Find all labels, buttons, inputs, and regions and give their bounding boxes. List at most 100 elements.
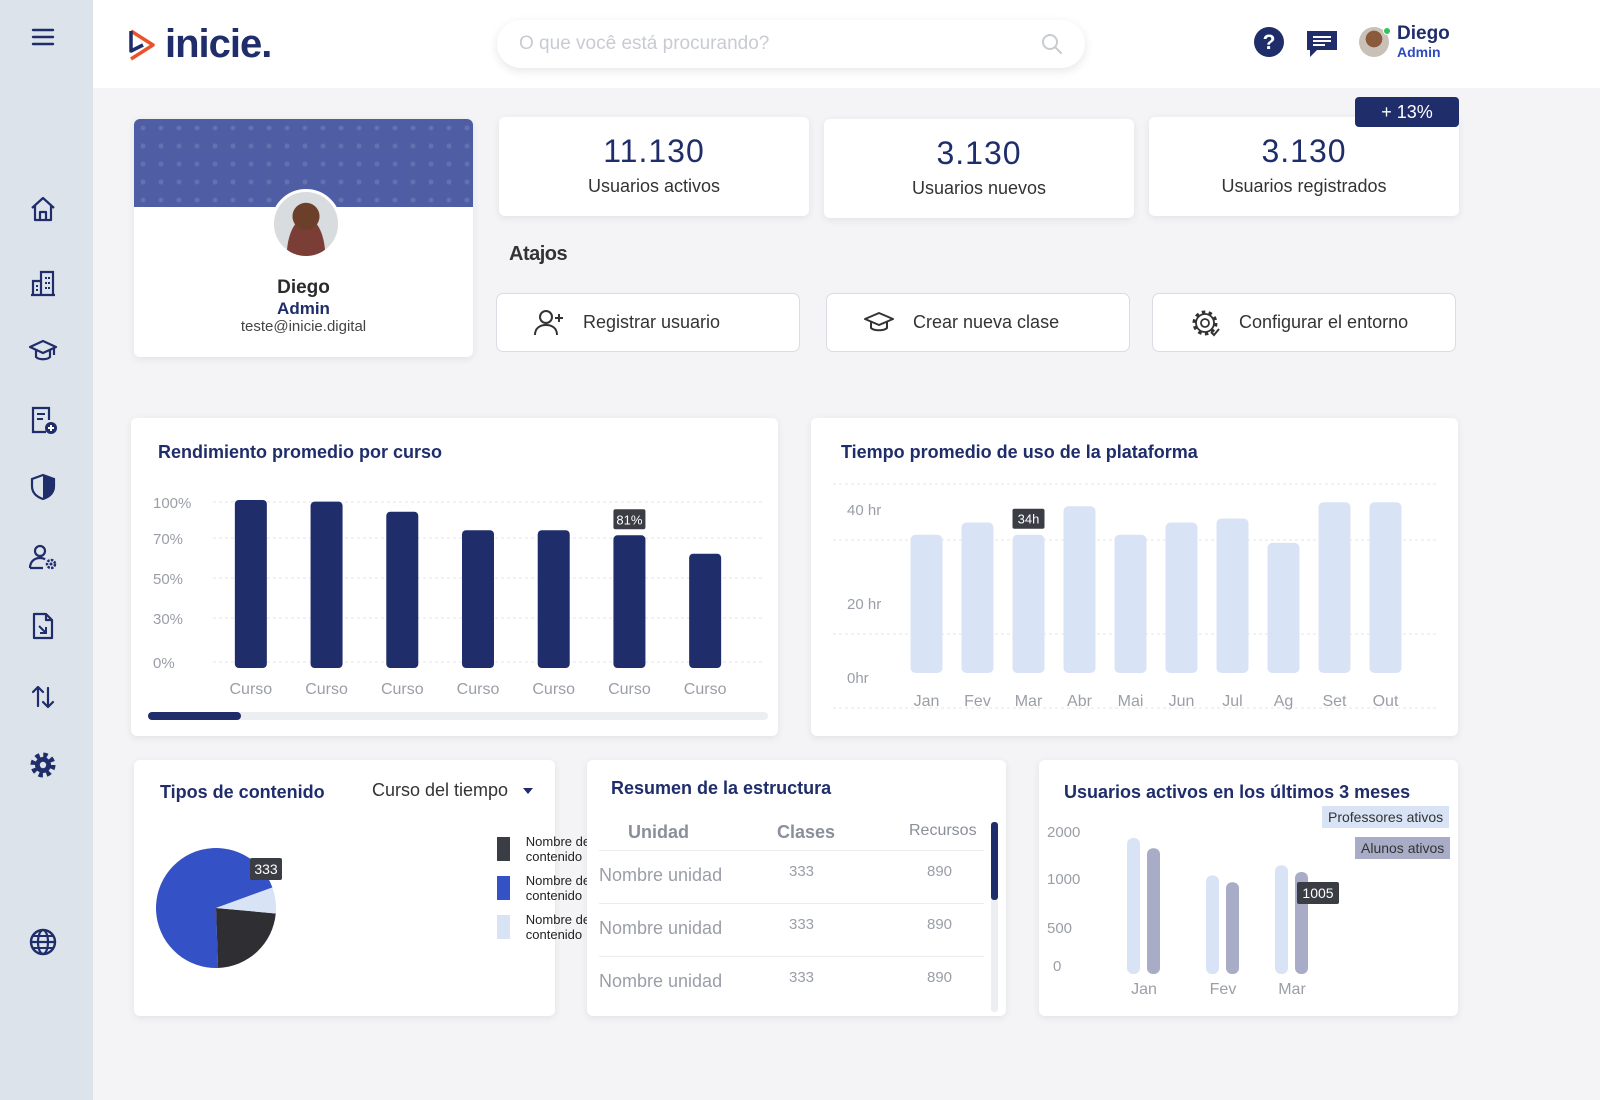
structure-summary-card: Resumen de la estructura Unidad Clases R… xyxy=(587,760,1006,1016)
table-row[interactable]: Nombre unidad 333 890 xyxy=(599,956,984,1009)
scrollbar-thumb xyxy=(148,712,241,720)
cell-classes: 333 xyxy=(789,863,815,880)
legend-item: Nombre del contenido xyxy=(497,873,593,903)
data-label-bg xyxy=(250,858,282,880)
scrollbar-track xyxy=(148,712,768,720)
create-class-button[interactable]: Crear nueva clase xyxy=(826,293,1130,352)
stat-value: 11.130 xyxy=(603,133,705,169)
content-types-card: Tipos de contenido Curso del tiempo 333 … xyxy=(134,760,593,1016)
bar-chart-svg: 100% 70% 50% 30% 0% Curso Curso Curso Curso Curso… xyxy=(148,495,768,720)
x-tick-label: Curso xyxy=(457,681,500,698)
caret-down-icon xyxy=(523,787,534,794)
cell-classes: 333 xyxy=(789,916,815,933)
column-header-classes: Clases xyxy=(777,822,836,842)
profile-role: Admin xyxy=(277,299,330,318)
graduation-cap-icon[interactable] xyxy=(26,334,60,368)
help-icon[interactable]: ? xyxy=(1253,26,1285,58)
legend-item: Nombre del contenido xyxy=(497,912,593,942)
logo-text: inicie. xyxy=(165,22,272,66)
bar xyxy=(689,553,722,668)
y-tick-label: 0hr xyxy=(847,670,869,687)
chart-title: Tiempo promedio de uso de la plataforma xyxy=(841,442,1198,462)
search-input[interactable] xyxy=(497,20,1085,68)
x-tick-label: Curso xyxy=(684,681,727,698)
settings-icon xyxy=(1192,310,1220,336)
y-tick-label: 0 xyxy=(1053,958,1061,975)
cell-resources: 890 xyxy=(927,969,953,986)
chat-icon[interactable] xyxy=(1305,28,1339,60)
shield-icon[interactable] xyxy=(26,470,60,504)
bar xyxy=(310,501,343,668)
logo[interactable]: inicie. xyxy=(127,22,272,67)
shortcuts-title: Atajos xyxy=(509,243,568,265)
y-tick-label: 40 hr xyxy=(847,502,881,519)
dropdown-value: Curso del tiempo xyxy=(372,780,509,800)
legend-item: Nombre del contenido xyxy=(497,834,593,864)
y-tick-label: 50% xyxy=(153,571,183,588)
transfer-arrows-icon[interactable] xyxy=(26,680,60,714)
building-icon[interactable] xyxy=(26,266,60,300)
x-tick-label: Jan xyxy=(1131,981,1157,998)
x-tick-label: Fev xyxy=(1210,981,1237,998)
bar xyxy=(1226,882,1239,974)
table-row[interactable]: Nombre unidad 333 890 xyxy=(599,903,984,956)
course-performance-chart: Rendimiento promedio por curso 100% 70% 50… xyxy=(131,418,778,736)
cell-resources: 890 xyxy=(927,916,953,933)
data-label-bg xyxy=(1012,508,1045,529)
data-label-bg xyxy=(1297,882,1339,904)
x-tick-label: Curso xyxy=(608,681,651,698)
x-tick-label: Out xyxy=(1373,693,1399,710)
bar xyxy=(1216,518,1249,673)
profile-email: teste@inicie.digital xyxy=(240,318,367,335)
y-tick-label: 500 xyxy=(1047,920,1072,937)
bar xyxy=(1206,875,1219,974)
data-label: 333 xyxy=(254,861,278,877)
time-dropdown[interactable]: Curso del tiempo xyxy=(372,780,534,801)
legend-swatch xyxy=(497,837,510,861)
search-icon[interactable] xyxy=(1041,33,1063,55)
svg-text:?: ? xyxy=(1263,31,1276,54)
cell-unit: Nombre unidad xyxy=(599,971,723,991)
legend-professores: Professores ativos xyxy=(1322,806,1450,828)
data-label: 34h xyxy=(1018,512,1040,527)
top-bar: inicie. ? Diego Admin xyxy=(93,0,1600,88)
x-tick-label: Curso xyxy=(381,681,424,698)
bar xyxy=(1165,522,1198,673)
bar xyxy=(462,530,494,668)
scrollbar-thumb[interactable] xyxy=(991,822,998,900)
x-tick-label: Mai xyxy=(1118,693,1144,710)
x-tick-label: Abr xyxy=(1067,693,1093,710)
user-settings-icon[interactable] xyxy=(26,540,60,574)
legend-swatch xyxy=(497,876,510,900)
online-status-icon xyxy=(1383,27,1391,35)
register-user-button[interactable]: Registrar usuario xyxy=(496,293,800,352)
bar xyxy=(386,511,419,668)
x-tick-label: Ag xyxy=(1274,693,1294,710)
home-icon[interactable] xyxy=(26,192,60,226)
bar xyxy=(1012,534,1045,673)
growth-badge: + 13% xyxy=(1355,97,1459,127)
menu-icon[interactable] xyxy=(26,20,60,54)
avatar xyxy=(1359,27,1391,57)
scrollbar-track[interactable] xyxy=(991,822,998,1012)
table-row[interactable]: Nombre unidad 333 890 xyxy=(599,850,984,903)
search-bar xyxy=(497,20,1085,68)
active-users-chart: Usuarios activos en los últimos 3 meses … xyxy=(1039,760,1458,1016)
configure-environment-button[interactable]: Configurar el entorno xyxy=(1152,293,1456,352)
add-document-icon[interactable] xyxy=(26,403,60,437)
legend-label: Nombre del contenido xyxy=(525,873,593,903)
y-tick-label: 30% xyxy=(153,611,183,628)
user-menu[interactable]: Diego Admin xyxy=(1359,24,1450,60)
chart-title: Usuarios activos en los últimos 3 meses xyxy=(1064,782,1411,802)
stat-value: 3.130 xyxy=(1261,133,1347,169)
data-label: 81% xyxy=(616,512,642,527)
bar xyxy=(961,522,994,673)
gear-icon[interactable] xyxy=(26,748,60,782)
chart-title: Resumen de la estructura xyxy=(611,778,832,798)
file-import-icon[interactable] xyxy=(26,609,60,643)
bar xyxy=(1267,542,1300,673)
globe-icon[interactable] xyxy=(26,925,60,959)
cell-resources: 890 xyxy=(927,863,953,880)
x-tick-label: Mar xyxy=(1015,693,1043,710)
bar xyxy=(1127,838,1140,974)
